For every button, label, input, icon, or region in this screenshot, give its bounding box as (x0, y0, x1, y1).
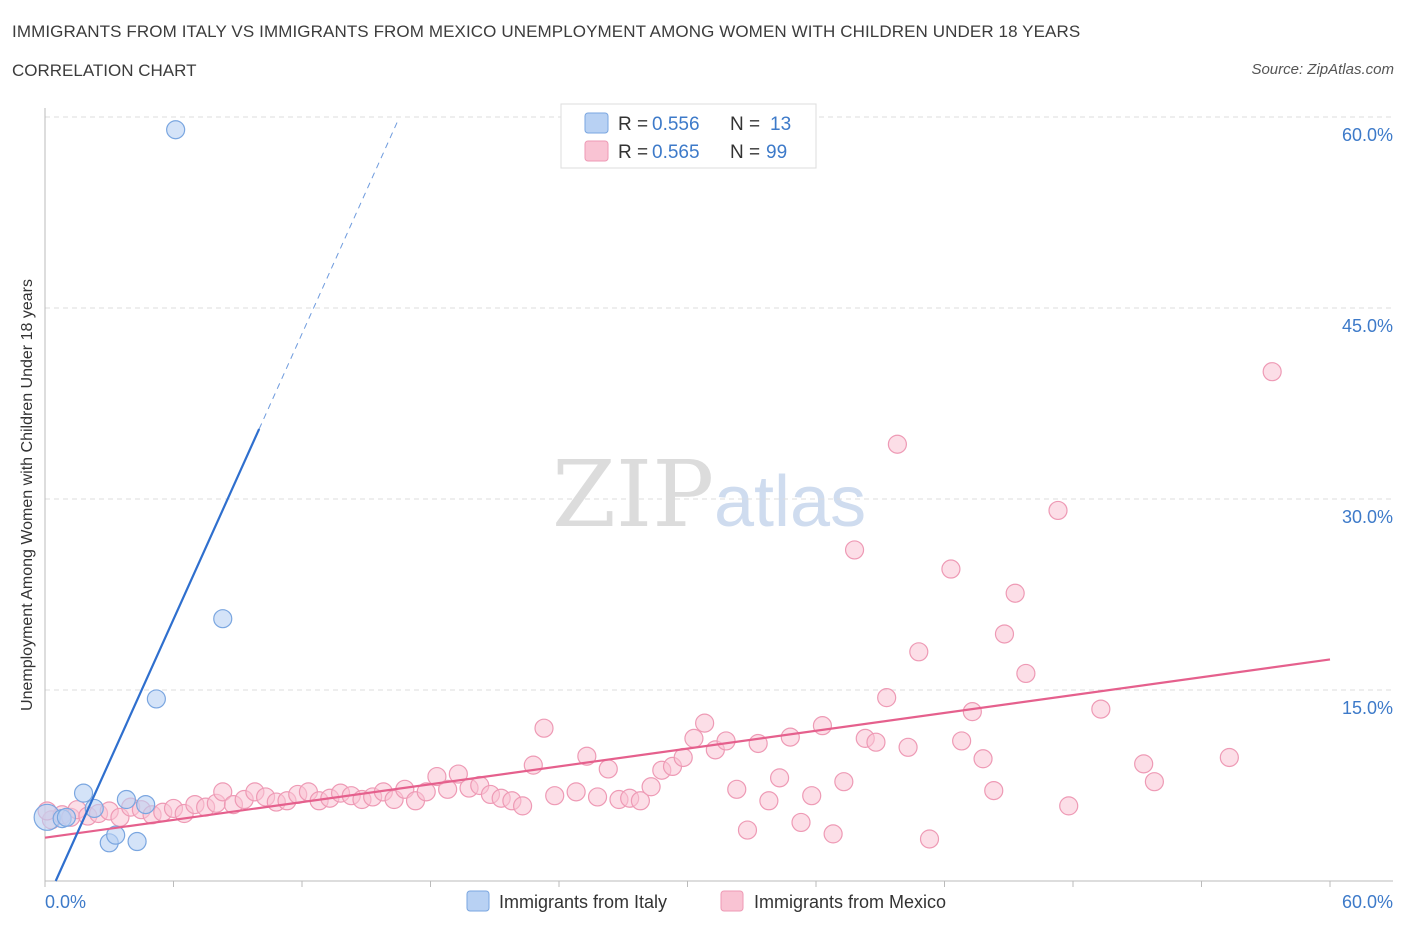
mexico-point (577, 746, 597, 766)
mexico-point (716, 731, 736, 751)
mexico-point (684, 728, 704, 748)
italy-point (136, 794, 156, 815)
y-tick-label-30: 30.0% (1342, 507, 1393, 527)
legend-italy-n-value: 13 (770, 114, 791, 135)
mexico-point (566, 782, 586, 802)
mexico-point (587, 787, 608, 807)
mexico-point (780, 727, 800, 747)
italy-point (213, 609, 233, 629)
mexico-point (898, 737, 918, 757)
axes (44, 108, 1393, 887)
italy-trend-extension (258, 119, 399, 430)
y-tick-label-15: 15.0% (1342, 698, 1393, 718)
italy-point (146, 689, 166, 709)
gridlines (45, 116, 1393, 691)
mexico-trend-line (44, 658, 1331, 839)
mexico-point (598, 759, 618, 779)
italy-points (33, 120, 233, 853)
legend-mexico-r-label: R = (618, 142, 648, 163)
italy-point (127, 831, 147, 852)
mexico-point (887, 434, 907, 454)
mexico-point (438, 779, 458, 799)
italy-point (166, 120, 186, 140)
mexico-point (844, 540, 865, 560)
mexico-point (791, 812, 811, 833)
mexico-point (834, 772, 854, 792)
legend-swatch-italy (584, 112, 609, 134)
mexico-point (994, 624, 1015, 644)
mexico-point (823, 824, 843, 844)
mexico-point (1005, 583, 1025, 603)
source-label: Source: ZipAtlas.com (1251, 61, 1394, 78)
mexico-point (1059, 796, 1079, 816)
chart-subtitle: CORRELATION CHART (12, 61, 197, 80)
mexico-point (213, 782, 233, 802)
legend-italy-r-label: R = (618, 114, 648, 135)
mexico-point (1144, 772, 1164, 792)
bottom-legend-swatch-italy (466, 890, 490, 912)
mexico-points (37, 362, 1282, 849)
mexico-point (727, 779, 747, 799)
legend-swatch-mexico (584, 140, 609, 162)
mexico-point (534, 718, 554, 738)
trendlines (44, 119, 1331, 882)
mexico-point (448, 764, 468, 784)
top-legend: R = 0.556 N = 13 R = 0.565 N = 99 (560, 103, 817, 169)
mexico-point (1134, 754, 1154, 774)
mexico-point (802, 786, 822, 806)
chart-title: IMMIGRANTS FROM ITALY VS IMMIGRANTS FROM… (12, 22, 1081, 41)
mexico-point (919, 829, 940, 849)
mexico-point (1219, 747, 1239, 768)
mexico-point (952, 731, 972, 751)
mexico-point (1262, 362, 1282, 382)
legend-mexico-n-label: N = (730, 142, 760, 163)
italy-point (106, 825, 126, 845)
mexico-point (695, 713, 715, 733)
legend-mexico-n-value: 99 (766, 142, 787, 163)
italy-point (56, 807, 77, 827)
mexico-point (759, 791, 779, 811)
bottom-legend-label-mexico: Immigrants from Mexico (754, 892, 946, 912)
watermark-zip: ZIP (552, 441, 714, 548)
legend-mexico-r-value: 0.565 (652, 142, 700, 163)
mexico-point (1091, 699, 1111, 719)
mexico-point (1048, 500, 1068, 521)
mexico-point (909, 642, 929, 662)
y-tick-label-45: 45.0% (1342, 316, 1393, 336)
mexico-point (812, 716, 833, 736)
legend-italy-n-label: N = (730, 114, 760, 135)
mexico-point (1016, 663, 1036, 684)
mexico-point (866, 732, 886, 752)
mexico-point (962, 702, 982, 722)
legend-italy-r-value: 0.556 (652, 114, 700, 135)
mexico-point (416, 782, 436, 802)
watermark-atlas: atlas (714, 462, 866, 542)
italy-point (73, 783, 94, 803)
x-tick-label-max: 60.0% (1342, 892, 1393, 912)
mexico-point (737, 820, 758, 840)
italy-point (116, 789, 136, 810)
mexico-point (673, 747, 693, 768)
mexico-point (877, 688, 897, 708)
y-tick-labels: 15.0% 30.0% 45.0% 60.0% (1342, 125, 1393, 718)
mexico-point (427, 766, 447, 787)
mexico-point (641, 777, 661, 797)
mexico-point (941, 559, 961, 579)
mexico-point (973, 749, 993, 769)
x-tick-label-min: 0.0% (45, 892, 86, 912)
bottom-legend-label-italy: Immigrants from Italy (499, 892, 667, 912)
y-tick-label-60: 60.0% (1342, 125, 1393, 145)
mexico-point (769, 768, 790, 788)
mexico-point (512, 796, 533, 816)
mexico-point (545, 786, 565, 806)
bottom-legend-swatch-mexico (720, 890, 744, 912)
mexico-point (984, 780, 1004, 801)
bottom-legend: Immigrants from Italy Immigrants from Me… (466, 890, 946, 912)
italy-trend-line (54, 428, 261, 882)
mexico-point (630, 791, 650, 811)
